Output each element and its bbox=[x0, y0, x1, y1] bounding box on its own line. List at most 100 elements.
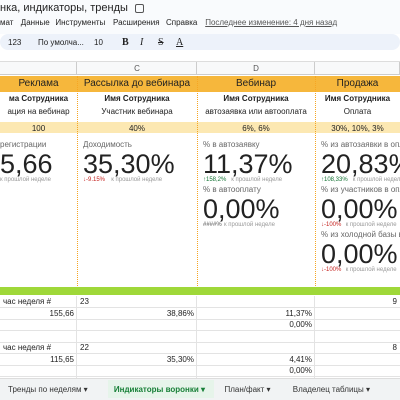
color-button[interactable]: A bbox=[176, 37, 184, 48]
metric-value: 5,66 bbox=[0, 149, 53, 179]
menu-item[interactable]: Расширения bbox=[113, 18, 160, 27]
last-edit[interactable]: Последнее изменение: 4 дня назад bbox=[205, 18, 338, 27]
format-button[interactable]: 123 bbox=[8, 38, 22, 47]
menu-item[interactable]: мат bbox=[0, 18, 14, 27]
column-letter: D bbox=[253, 64, 259, 73]
grid-line bbox=[0, 341, 400, 343]
metric-note: к прошлой неделе bbox=[345, 222, 397, 228]
grid-line bbox=[314, 296, 315, 378]
owner-role: ация на вебинар bbox=[7, 107, 70, 116]
metric-note: к прошлой неделе bbox=[111, 177, 163, 183]
metric-note: к прошлой неделе bbox=[0, 177, 51, 183]
metric-label: % из участников в опла bbox=[321, 185, 400, 194]
conv-band bbox=[0, 122, 400, 133]
grid-line bbox=[0, 353, 400, 354]
cell: час неделя # bbox=[3, 343, 52, 352]
bold-button[interactable]: B bbox=[122, 37, 129, 48]
metric-note: к прошлой неделе bbox=[231, 177, 283, 183]
cell: 38,86% bbox=[166, 308, 194, 318]
cell: 115,65 bbox=[50, 354, 74, 364]
grid-line bbox=[0, 307, 400, 308]
conversion: 30%, 10%, 3% bbox=[331, 124, 384, 133]
cell: час неделя # bbox=[3, 297, 52, 306]
sheet-tab[interactable]: Владелец таблицы ▾ bbox=[287, 380, 384, 398]
tab-label: Индикаторы воронки bbox=[113, 385, 199, 394]
grid-line bbox=[0, 318, 400, 320]
block-divider bbox=[315, 76, 316, 286]
tab-label: План/факт bbox=[224, 385, 265, 394]
menu-item[interactable]: Справка bbox=[166, 18, 198, 27]
menu-item[interactable]: Инструменты bbox=[55, 18, 106, 27]
owner-name: Имя Сотрудника bbox=[223, 94, 289, 103]
owner-name: Имя Сотрудника bbox=[324, 94, 391, 103]
metric-delta: ↓-9.15% bbox=[83, 177, 106, 183]
metric-delta: ↑108,33% bbox=[321, 177, 348, 183]
tab-arrow: ▾ bbox=[363, 385, 370, 394]
cell: 155,66 bbox=[49, 308, 74, 318]
cell: 4,41% bbox=[289, 354, 312, 364]
owner-role: Участник вебинара bbox=[101, 107, 173, 116]
sheet-tab[interactable]: Индикаторы воронки ▾ bbox=[107, 380, 215, 398]
grid-line bbox=[196, 296, 197, 378]
block-header: Продажа bbox=[336, 78, 379, 89]
grid-line bbox=[0, 330, 400, 331]
metric-value: 0,00% bbox=[203, 194, 280, 224]
tab-arrow: ▾ bbox=[198, 385, 206, 394]
metric-delta: ↓-100% bbox=[321, 267, 342, 273]
conversion: 6%, 6% bbox=[242, 124, 270, 133]
metric-delta: ↑158,2% bbox=[203, 177, 227, 183]
metric-note: к прошлой неделе bbox=[345, 267, 397, 273]
conversion: 100 bbox=[31, 124, 46, 133]
tab-arrow: ▾ bbox=[81, 385, 88, 394]
metric-delta: ####% bbox=[203, 222, 222, 228]
metric-label: % в автооплату bbox=[203, 185, 261, 194]
column-divider bbox=[314, 62, 315, 75]
metric-label: % в автозаявку bbox=[203, 140, 260, 149]
metric-value: 0,00% bbox=[321, 239, 398, 269]
sheet-tab[interactable]: Тренды по неделям ▾ bbox=[2, 380, 104, 398]
metric-label: регистрации bbox=[0, 140, 47, 149]
owner-name: ма Сотрудника bbox=[8, 94, 69, 103]
menu-item[interactable]: Данные bbox=[20, 18, 50, 27]
block-divider bbox=[197, 76, 198, 286]
formula-bar bbox=[0, 52, 400, 62]
header-band bbox=[0, 76, 400, 92]
size-input[interactable]: 10 bbox=[94, 38, 103, 47]
metric-value: 0,00% bbox=[321, 194, 398, 224]
metric-note: к прошлой неделе bbox=[352, 177, 400, 183]
metric-value: 20,83% bbox=[321, 149, 400, 179]
tab-arrow: ▾ bbox=[264, 385, 271, 394]
metric-label: % из холодной базы в опла bbox=[321, 230, 400, 239]
cell: 0,00% bbox=[289, 320, 312, 329]
block-header: Вебинар bbox=[235, 78, 277, 89]
metric-note: к прошлой неделе bbox=[224, 222, 275, 228]
metric-value: 35,30% bbox=[83, 149, 175, 179]
owner-role: автозаявка или автооплата bbox=[205, 107, 307, 116]
doc-title: нка, индикаторы, тренды bbox=[0, 2, 128, 14]
cell: 0,00% bbox=[289, 366, 312, 375]
sheet-tab[interactable]: План/факт ▾ bbox=[219, 380, 283, 398]
tab-label: Тренды по неделям bbox=[8, 385, 82, 394]
block-header: Рассылка до вебинара bbox=[83, 78, 191, 89]
cell: 9 bbox=[392, 297, 397, 306]
grid-line bbox=[0, 376, 400, 377]
grid-line bbox=[76, 296, 77, 378]
column-header-row bbox=[0, 62, 400, 75]
top-bar bbox=[0, 0, 400, 34]
grid-line bbox=[0, 364, 400, 366]
metric-value: 11,37% bbox=[203, 149, 293, 179]
cell: 35,30% bbox=[166, 354, 194, 364]
block-divider bbox=[77, 76, 78, 286]
toolbar bbox=[0, 34, 400, 50]
italic-button[interactable]: I bbox=[140, 37, 144, 48]
font-select[interactable]: По умолча... bbox=[38, 38, 84, 47]
cell: 11,37% bbox=[285, 308, 312, 318]
owner-role: Оплата bbox=[343, 107, 372, 116]
tab-label: Владелец таблицы bbox=[292, 385, 364, 394]
green-band bbox=[0, 287, 400, 295]
column-divider bbox=[196, 62, 197, 75]
owner-name: Имя Сотрудника bbox=[104, 94, 170, 103]
metric-label: % из автозаявки в опла bbox=[321, 140, 400, 149]
strike-button[interactable]: S bbox=[158, 37, 164, 48]
